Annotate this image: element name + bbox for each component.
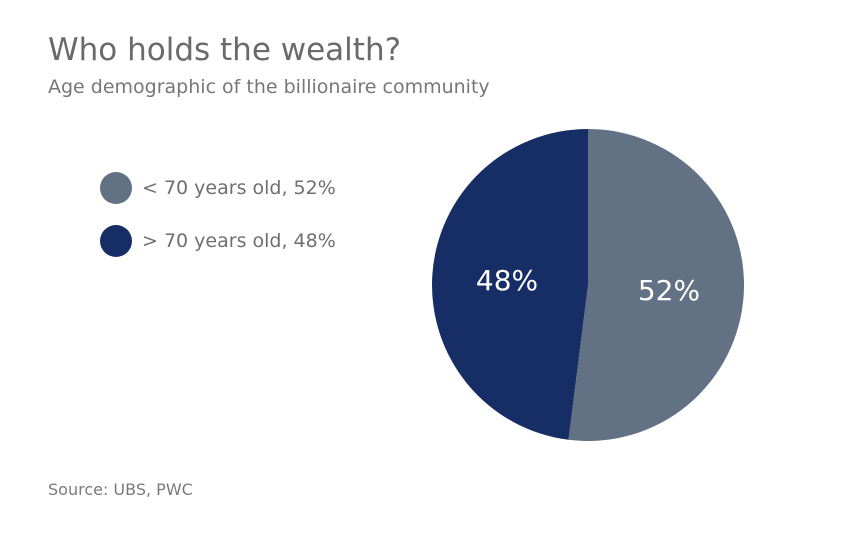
pie-slice-over-70	[431, 129, 588, 440]
chart-subtitle: Age demographic of the billionaire commu…	[48, 76, 490, 98]
legend-swatch-under-70	[100, 172, 132, 204]
slice-label-over-70: 48%	[476, 264, 538, 297]
legend-item-over-70: > 70 years old, 48%	[100, 224, 336, 258]
legend-item-under-70: < 70 years old, 52%	[100, 171, 336, 205]
pie-slice-under-70	[568, 129, 744, 441]
legend: < 70 years old, 52% > 70 years old, 48%	[100, 171, 336, 277]
source-note: Source: UBS, PWC	[48, 480, 193, 499]
chart-title: Who holds the wealth?	[48, 32, 402, 68]
legend-label-over-70: > 70 years old, 48%	[142, 230, 336, 252]
legend-swatch-over-70	[100, 225, 132, 257]
slice-label-under-70: 52%	[638, 274, 700, 307]
legend-label-under-70: < 70 years old, 52%	[142, 177, 336, 199]
